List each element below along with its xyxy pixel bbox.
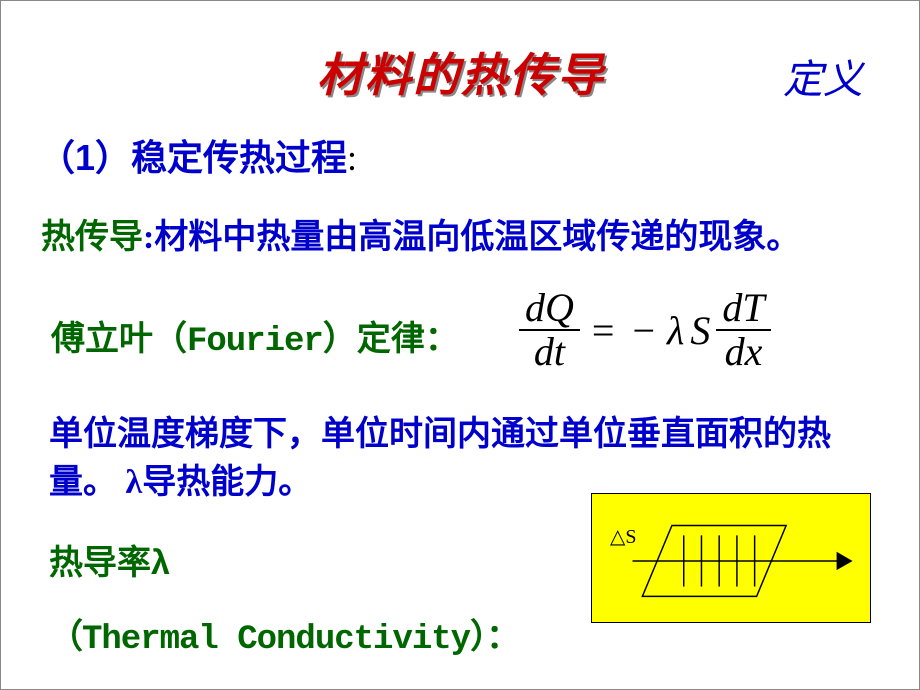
conduction-definition: 热传导:材料中热量由高温向低温区域传递的现象。	[41, 209, 800, 258]
delta-s-label: △S	[610, 524, 637, 549]
heat-flow-diagram: △S	[591, 493, 871, 623]
diagram-svg	[592, 494, 870, 622]
fourier-law-label: 傅立叶（Fourier）定律：	[51, 311, 459, 361]
fourier-prefix: 傅立叶（	[51, 320, 187, 358]
corner-definition-label: 定义	[783, 47, 863, 105]
eq-rhs-den: dx	[719, 331, 769, 373]
eq-lhs-num: dQ	[519, 287, 580, 329]
eq-negative: −	[626, 307, 661, 354]
conduction-text: :材料中热量由高温向低温区域传递的现象。	[143, 219, 800, 256]
eq-equals: =	[586, 307, 621, 354]
page-title: 材料的热传导	[317, 39, 605, 105]
eq-lhs-fraction: dQ dt	[519, 287, 580, 373]
fourier-en: Fourier	[187, 323, 323, 361]
eq-S: S	[690, 307, 710, 354]
tc-en-text: Thermal Conductivity	[82, 621, 470, 659]
section-heading: （1）稳定传热过程:	[39, 129, 357, 181]
tc-paren-close: ）：	[470, 621, 519, 659]
lambda-description: 单位温度梯度下，单位时间内通过单位垂直面积的热量。 λ导热能力。	[49, 411, 859, 506]
eq-lhs-den: dt	[528, 331, 571, 373]
thermal-conductivity-en: （Thermal Conductivity）：	[49, 609, 519, 659]
tc-paren-open: （	[49, 621, 82, 659]
conduction-label: 热传导	[41, 218, 143, 256]
eq-rhs-fraction: dT dx	[716, 287, 770, 373]
eq-rhs-num: dT	[716, 287, 770, 329]
fourier-suffix: ）定律：	[323, 320, 459, 358]
section-heading-colon: :	[347, 138, 357, 178]
section-heading-text: （1）稳定传热过程	[39, 137, 347, 178]
eq-lambda: λ	[667, 307, 684, 354]
thermal-conductivity-label: 热导率λ	[49, 535, 170, 584]
fourier-equation: dQ dt = − λ S dT dx	[519, 287, 771, 373]
